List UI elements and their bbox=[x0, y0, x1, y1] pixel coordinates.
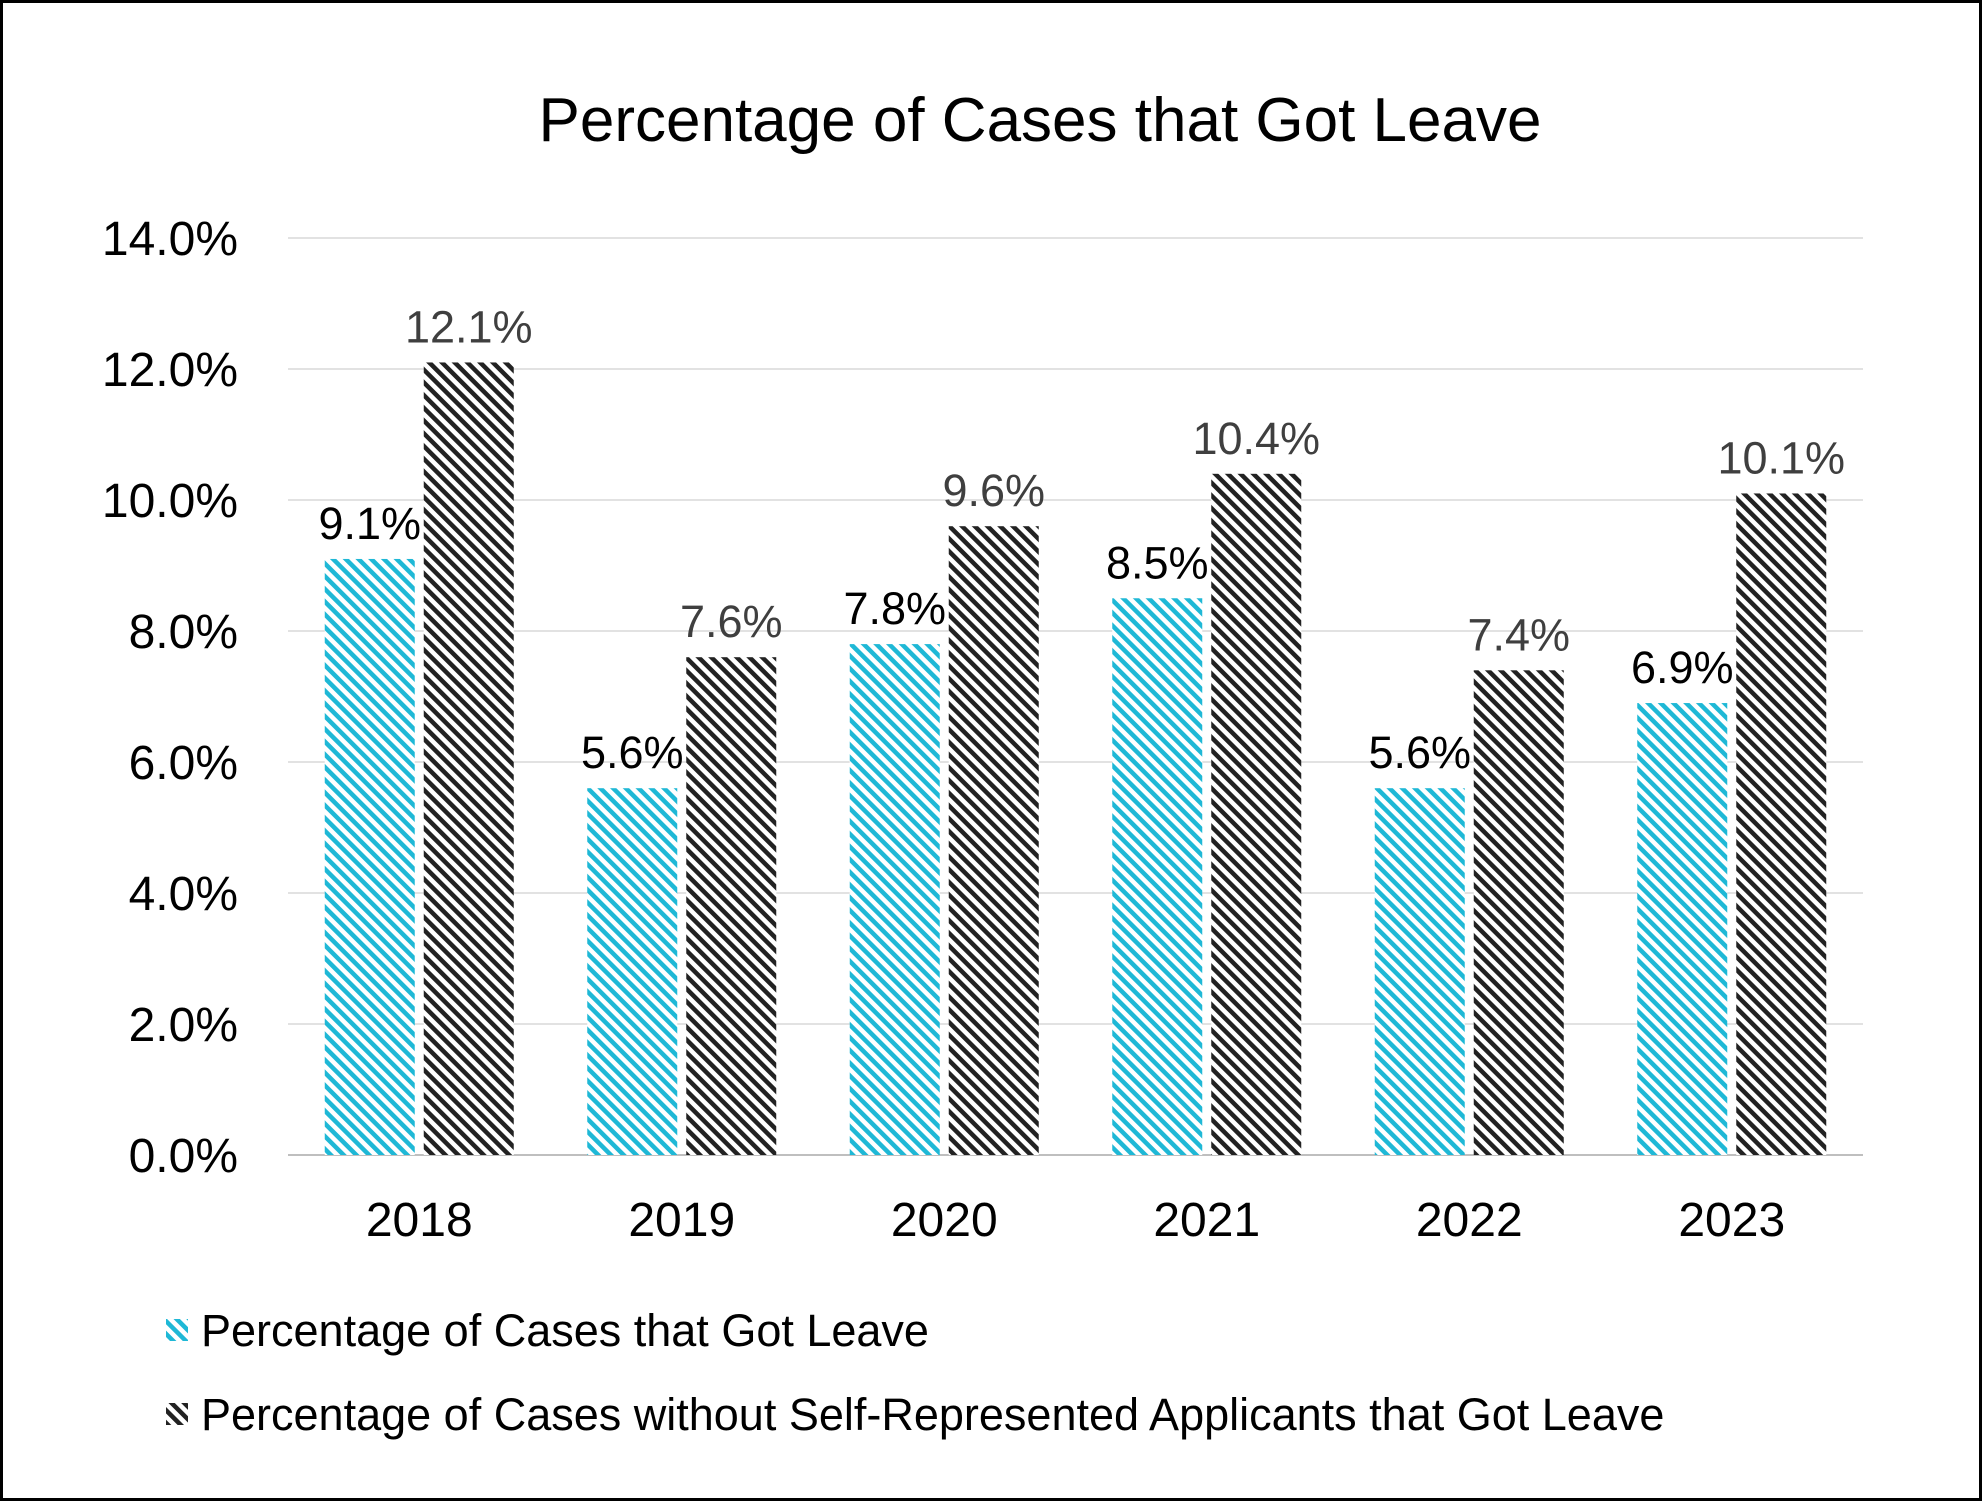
data-label: 5.6% bbox=[581, 727, 684, 778]
y-tick-label: 4.0% bbox=[129, 868, 238, 921]
data-label: 9.1% bbox=[318, 498, 421, 549]
data-label: 9.6% bbox=[942, 465, 1045, 516]
bar-got-leave-2020 bbox=[849, 644, 940, 1155]
y-tick-label: 6.0% bbox=[129, 737, 238, 790]
y-tick-label: 0.0% bbox=[129, 1130, 238, 1183]
legend-label: Percentage of Cases that Got Leave bbox=[201, 1305, 929, 1356]
x-tick-label: 2019 bbox=[628, 1194, 735, 1247]
y-axis-ticks: 0.0% 2.0% 4.0% 6.0% 8.0% 10.0% 12.0% 14.0% bbox=[102, 213, 238, 1183]
chart-title: Percentage of Cases that Got Leave bbox=[539, 86, 1542, 155]
data-label: 6.9% bbox=[1631, 642, 1734, 693]
data-label: 8.5% bbox=[1106, 537, 1209, 588]
bar-got-leave-2021 bbox=[1112, 598, 1203, 1155]
bar-got-leave-2019 bbox=[587, 788, 678, 1155]
gridlines bbox=[288, 237, 1863, 1156]
legend: Percentage of Cases that Got Leave Percen… bbox=[166, 1305, 1664, 1440]
x-tick-label: 2021 bbox=[1153, 1194, 1260, 1247]
y-tick-label: 10.0% bbox=[102, 475, 238, 528]
bar-without-self-represented-2023 bbox=[1736, 493, 1827, 1155]
bar-without-self-represented-2022 bbox=[1473, 670, 1564, 1155]
data-labels: 9.1% 12.1% 5.6% 7.6% 7.8% 9.6% 8.5% 10.4% 5.6% 7.… bbox=[318, 301, 1845, 778]
bar-got-leave-2022 bbox=[1374, 788, 1465, 1155]
data-label: 7.6% bbox=[680, 596, 783, 647]
y-tick-label: 2.0% bbox=[129, 999, 238, 1052]
data-label: 10.4% bbox=[1192, 413, 1320, 464]
x-tick-label: 2018 bbox=[366, 1194, 473, 1247]
legend-label: Percentage of Cases without Self-Represe… bbox=[201, 1389, 1664, 1440]
x-tick-label: 2022 bbox=[1416, 1194, 1523, 1247]
data-label: 7.8% bbox=[843, 583, 946, 634]
x-tick-label: 2023 bbox=[1678, 1194, 1785, 1247]
bar-got-leave-2018 bbox=[324, 558, 415, 1155]
y-tick-label: 14.0% bbox=[102, 213, 238, 266]
y-tick-label: 12.0% bbox=[102, 344, 238, 397]
bar-without-self-represented-2019 bbox=[686, 657, 777, 1155]
y-tick-label: 8.0% bbox=[129, 606, 238, 659]
data-label: 10.1% bbox=[1717, 432, 1845, 483]
legend-swatch bbox=[166, 1403, 188, 1425]
bar-without-self-represented-2020 bbox=[948, 526, 1039, 1155]
legend-swatch bbox=[166, 1319, 188, 1341]
bar-got-leave-2023 bbox=[1637, 703, 1728, 1155]
bar-without-self-represented-2018 bbox=[423, 362, 514, 1155]
x-axis-ticks: 2018 2019 2020 2021 2022 2023 bbox=[366, 1194, 1785, 1247]
bars bbox=[324, 362, 1827, 1155]
data-label: 5.6% bbox=[1368, 727, 1471, 778]
data-label: 12.1% bbox=[405, 301, 533, 352]
bar-without-self-represented-2021 bbox=[1211, 473, 1302, 1155]
bar-chart: Percentage of Cases that Got Leave 0.0% 2… bbox=[102, 86, 1863, 1440]
x-tick-label: 2020 bbox=[891, 1194, 998, 1247]
data-label: 7.4% bbox=[1467, 609, 1570, 660]
